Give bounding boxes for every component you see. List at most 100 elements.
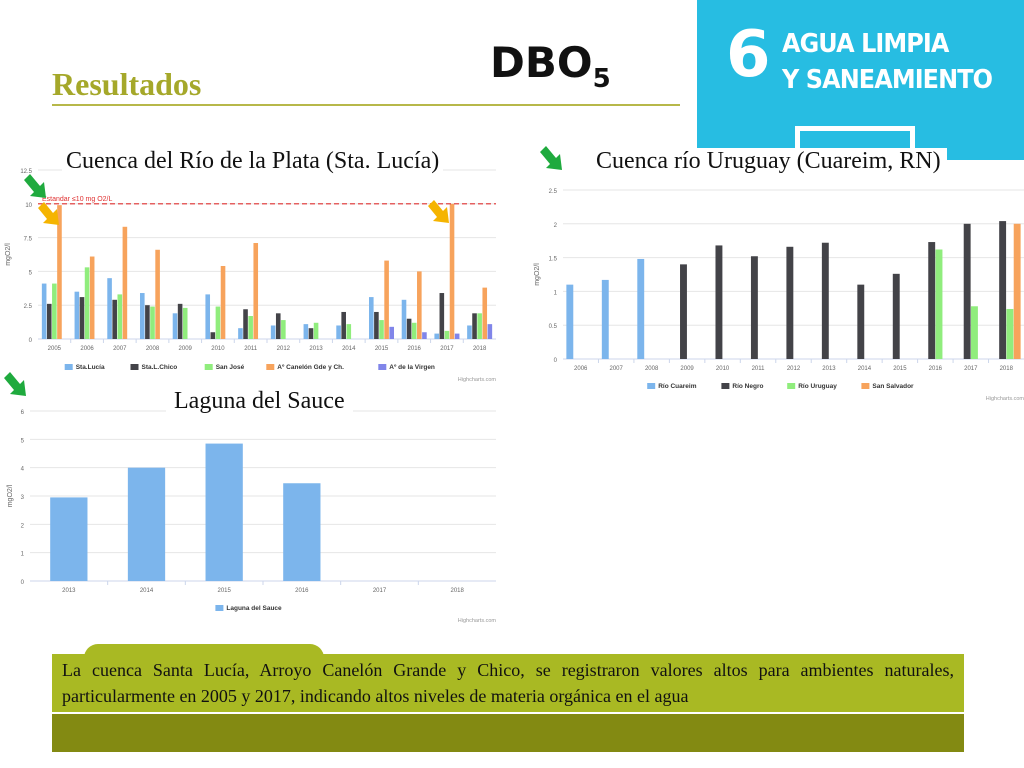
- x-tick-label: 2015: [375, 346, 389, 352]
- x-tick-label: 2015: [217, 588, 231, 594]
- legend-swatch: [64, 364, 73, 370]
- legend-swatch: [204, 364, 213, 370]
- y-tick-label: 1.5: [549, 257, 558, 263]
- bar: [210, 332, 216, 339]
- bar: [50, 497, 88, 581]
- x-tick-label: 2011: [752, 366, 766, 372]
- legend-label: Río Cuareim: [658, 383, 697, 390]
- y-tick-label: 10: [25, 203, 32, 209]
- legend-label: Sta.Lucía: [76, 364, 105, 371]
- bar: [150, 306, 155, 339]
- bar: [487, 324, 493, 339]
- x-tick-label: 2009: [179, 346, 193, 352]
- bar: [303, 324, 309, 339]
- bar: [84, 267, 90, 339]
- bar: [117, 294, 123, 339]
- bar: [482, 287, 488, 339]
- bar: [177, 303, 183, 339]
- bar: [857, 284, 865, 359]
- x-tick-label: 2006: [574, 366, 588, 372]
- bar: [389, 326, 395, 339]
- chart-credit: Highcharts.com: [986, 396, 1024, 402]
- y-axis-label: mgO2/l: [5, 243, 12, 266]
- x-tick-label: 2017: [373, 588, 387, 594]
- x-tick-label: 2015: [893, 366, 907, 372]
- bar: [205, 294, 211, 339]
- footer-text: La cuenca Santa Lucía, Arroyo Canelón Gr…: [52, 654, 964, 712]
- legend-swatch: [378, 364, 387, 370]
- bar: [999, 221, 1007, 359]
- bar: [220, 265, 226, 339]
- legend-label: Río Negro: [732, 383, 763, 390]
- main-title: DBO5: [490, 38, 611, 94]
- x-tick-label: 2014: [140, 588, 154, 594]
- bar: [79, 297, 85, 339]
- bar: [139, 293, 145, 339]
- sdg-label: AGUA LIMPIA Y SANEAMIENTO: [782, 26, 993, 98]
- chart-title-rio-uruguay: Cuenca río Uruguay (Cuareim, RN): [590, 148, 947, 175]
- chart-rio-uruguay: 0 0.5 1 1.5 2 2.5 mgO2/l 2006 2007 2008 2009 2010 20…: [534, 189, 1024, 402]
- bar: [467, 325, 472, 339]
- y-tick-label: 2.5: [24, 304, 33, 310]
- y-tick-label: 4: [21, 467, 25, 473]
- chart-title-santa-lucia: Cuenca del Río de la Plata (Sta. Lucía): [62, 148, 444, 175]
- bar: [270, 325, 276, 339]
- bar: [935, 249, 943, 359]
- chart-credit: Highcharts.com: [458, 618, 497, 624]
- bar: [750, 256, 758, 359]
- bar: [74, 291, 80, 339]
- bar: [52, 283, 57, 339]
- x-tick-label: 2011: [244, 346, 258, 352]
- legend-label: San José: [216, 364, 245, 371]
- bar: [41, 283, 47, 339]
- bar: [1006, 308, 1014, 359]
- x-tick-label: 2017: [964, 366, 978, 372]
- x-tick-label: 2008: [146, 346, 160, 352]
- x-tick-label: 2013: [309, 346, 323, 352]
- sdg-label-line1: AGUA LIMPIA: [782, 29, 949, 59]
- bar: [374, 311, 379, 339]
- bar: [248, 316, 253, 339]
- legend-swatch: [130, 364, 139, 370]
- x-tick-label: 2016: [408, 346, 422, 352]
- y-tick-label: 5: [21, 438, 25, 444]
- legend-label: Sta.L.Chico: [142, 364, 178, 371]
- bar: [454, 333, 460, 339]
- y-tick-label: 7.5: [24, 237, 33, 243]
- bar: [243, 309, 248, 339]
- y-tick-label: 2: [554, 223, 558, 229]
- y-tick-label: 1: [21, 552, 25, 558]
- y-tick-label: 2.5: [549, 189, 558, 195]
- chart-laguna-sauce: 0 1 2 3 4 5 6 mgO2/l 2013 2014 2015 2016 2017 2018 Lag…: [7, 410, 497, 624]
- x-tick-label: 2017: [440, 346, 454, 352]
- bar: [970, 306, 978, 359]
- x-tick-label: 2016: [929, 366, 943, 372]
- bar: [444, 330, 450, 339]
- bar: [715, 245, 723, 359]
- y-tick-label: 0: [21, 580, 25, 586]
- bar: [680, 264, 687, 359]
- bar: [379, 320, 384, 339]
- x-tick-label: 2012: [787, 366, 801, 372]
- section-title: Resultados: [52, 66, 202, 102]
- bar: [821, 242, 829, 359]
- green-arrow-icon: [24, 174, 46, 198]
- main-title-subscript: 5: [592, 64, 611, 94]
- title-rule: [52, 104, 680, 106]
- chart-credit: Highcharts.com: [458, 377, 497, 383]
- x-tick-label: 2006: [80, 346, 94, 352]
- bar: [281, 320, 286, 339]
- legend-label: San Salvador: [872, 383, 914, 390]
- reference-line-label: Estandar ≤10 mg O2/L: [42, 196, 112, 203]
- bar: [46, 303, 52, 339]
- y-tick-label: 12.5: [20, 169, 32, 175]
- green-arrow-icon: [4, 372, 26, 396]
- bar: [155, 249, 160, 339]
- yellow-arrow-icon: [38, 202, 59, 225]
- y-tick-label: 2: [21, 523, 25, 529]
- bar: [145, 305, 150, 339]
- bar: [963, 223, 971, 359]
- chart-santa-lucia: 0 2.5 5 7.5 10 12.5 mgO2/l 2005 2006 2007 2008 2009…: [5, 169, 497, 383]
- bar: [434, 333, 440, 339]
- x-tick-label: 2005: [48, 346, 62, 352]
